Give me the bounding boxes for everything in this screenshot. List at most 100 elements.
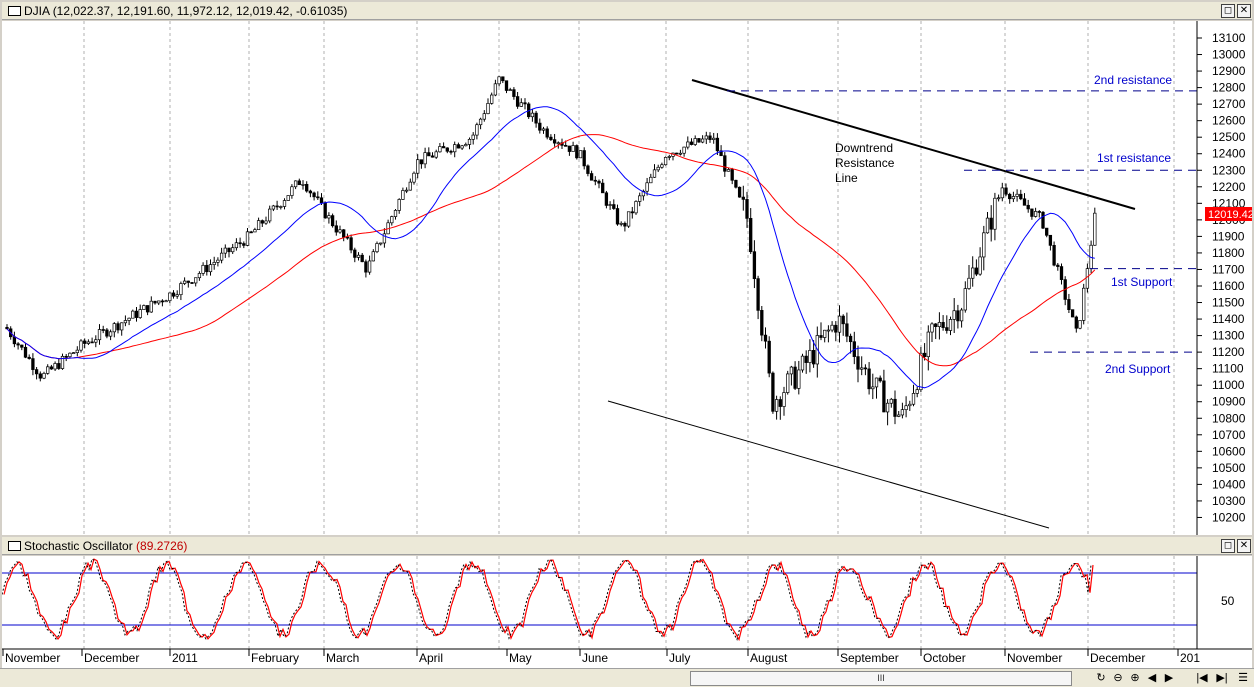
candle-body (804, 355, 808, 363)
candle-body (504, 80, 509, 91)
candle-body (1011, 196, 1016, 200)
month-label: November (1007, 651, 1062, 665)
candle-body (937, 322, 942, 327)
close-icon[interactable]: ✕ (1237, 4, 1251, 18)
zoom-out-icon[interactable]: ⊖ (1113, 672, 1123, 684)
candle-body (578, 150, 583, 159)
candle-body (493, 83, 498, 96)
candle-body (390, 216, 394, 224)
candle-body (23, 346, 28, 358)
candle-body (675, 152, 679, 155)
month-label: December (1090, 651, 1145, 665)
candle-body (316, 196, 320, 199)
candle-body (893, 398, 897, 417)
candle-body (441, 146, 446, 149)
candle-body (737, 186, 742, 198)
candle-body (212, 262, 216, 265)
candle-body (638, 195, 642, 202)
candle-body (512, 89, 516, 97)
candle-body (778, 399, 782, 407)
price-tick-label: 10600 (1212, 444, 1246, 458)
candle-body (678, 152, 683, 155)
candle-body (249, 231, 253, 234)
panel-icon[interactable] (8, 6, 21, 16)
candle-body (745, 199, 749, 219)
candle-body (419, 159, 424, 165)
second-support-label: 2nd Support (1105, 362, 1171, 376)
candle-body (42, 373, 46, 379)
refresh-icon[interactable]: ↻ (1096, 672, 1106, 684)
candle-body (182, 280, 187, 284)
candle-body (985, 217, 990, 234)
candle-body (941, 322, 945, 328)
candle-body (1048, 234, 1053, 246)
candle-body (863, 367, 868, 370)
candle-body (774, 399, 779, 412)
panel-icon[interactable] (8, 541, 21, 551)
menu-icon[interactable]: ☰ (1238, 672, 1248, 684)
candle-body (360, 254, 364, 263)
candle-body (1082, 287, 1086, 321)
candle-body (31, 358, 35, 370)
candle-body (245, 231, 250, 246)
candle-body (334, 225, 338, 233)
candle-body (371, 251, 375, 262)
candle-body (46, 366, 50, 374)
horizontal-scrollbar[interactable]: III ↻ ⊖ ⊕ ◀ ▶ |◀ ▶| ☰ (0, 668, 1254, 687)
candle-body (708, 135, 712, 140)
candle-body (623, 222, 627, 227)
candle-body (164, 300, 168, 303)
zoom-in-icon[interactable]: ⊕ (1130, 672, 1140, 684)
month-label: June (582, 651, 608, 665)
close-icon[interactable]: ✕ (1237, 539, 1251, 553)
candle-body (908, 403, 912, 407)
candle-body (153, 300, 157, 304)
scroll-right-icon[interactable]: ▶ (1164, 672, 1174, 684)
second-resistance-label: 2nd resistance (1094, 73, 1172, 87)
month-label: April (419, 651, 443, 665)
candle-body (800, 355, 805, 371)
candle-body (763, 334, 768, 342)
candle-body (1004, 187, 1008, 195)
candle-body (834, 324, 838, 333)
restore-icon[interactable]: ◻ (1221, 539, 1235, 553)
candle-body (630, 211, 634, 214)
candle-body (216, 259, 220, 263)
candle-body (826, 329, 831, 332)
candle-body (967, 277, 971, 289)
restore-icon[interactable]: ◻ (1221, 4, 1235, 18)
candle-body (697, 138, 701, 143)
candle-body (878, 377, 882, 382)
candle-body (116, 323, 120, 331)
candle-body (726, 169, 731, 172)
candle-body (101, 329, 105, 331)
month-label: December (84, 651, 139, 665)
month-label: 201 (1180, 651, 1200, 665)
candle-body (534, 112, 538, 124)
month-label: 2011 (172, 651, 198, 665)
scroll-left-icon[interactable]: ◀ (1147, 672, 1157, 684)
scroll-end-icon[interactable]: ▶| (1216, 672, 1228, 684)
candle-body (686, 141, 690, 148)
candle-body (175, 294, 179, 297)
candle-body (327, 215, 331, 219)
candle-body (700, 138, 705, 143)
candle-body (112, 323, 116, 333)
candle-body (427, 152, 431, 157)
candle-body (49, 366, 54, 370)
candle-body (619, 222, 623, 225)
candle-body (1070, 309, 1075, 318)
candle-body (345, 236, 350, 239)
downtrend-label-line3: Line (835, 171, 858, 185)
candle-body (538, 122, 542, 131)
price-tick-label: 10500 (1212, 461, 1246, 475)
moving-average-long-line (6, 134, 1096, 367)
scrollbar-thumb[interactable]: III (690, 671, 1072, 686)
candle-body (231, 247, 235, 253)
candle-body (867, 368, 871, 390)
scroll-start-icon[interactable]: |◀ (1196, 672, 1208, 684)
candle-body (260, 220, 264, 224)
candle-body (20, 344, 24, 348)
month-label: July (669, 651, 690, 665)
candle-body (445, 147, 449, 152)
